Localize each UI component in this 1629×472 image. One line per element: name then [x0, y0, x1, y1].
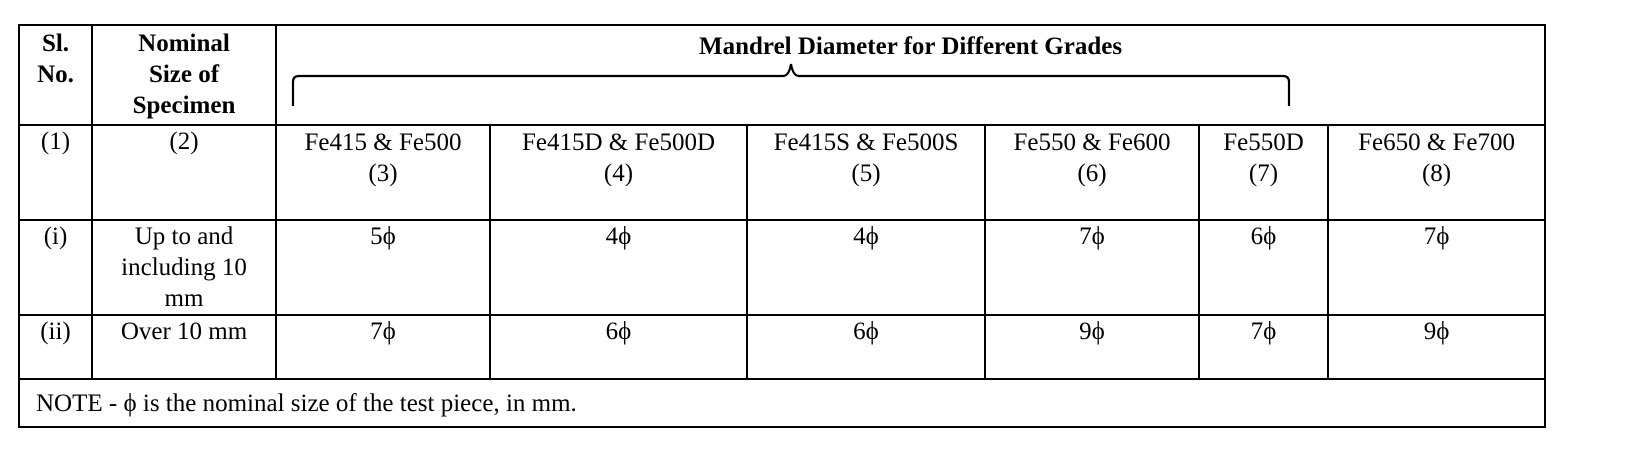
mandrel-value: 4ϕ: [746, 219, 986, 316]
header-mandrel-diameter: Mandrel Diameter for Different Grades: [274, 24, 1547, 126]
row-sl-no: (ii): [18, 314, 93, 380]
row-nominal-size: Up to and including 10 mm: [91, 219, 277, 316]
row-size-line3: mm: [164, 285, 204, 312]
header-sl-no-line2: No.: [37, 61, 74, 88]
row-sl-no: (i): [18, 219, 93, 316]
table-row: (i) Up to and including 10 mm 5ϕ 4ϕ 4ϕ 7…: [18, 219, 1547, 316]
grade-name: Fe415D & Fe500D: [521, 129, 716, 156]
grade-header-6: Fe550 & Fe600 (6): [984, 124, 1200, 221]
mandrel-value: 6ϕ: [1198, 219, 1329, 316]
grade-header-5: Fe415S & Fe500S (5): [746, 124, 986, 221]
grade-col-num: (3): [368, 160, 398, 187]
header-nominal-size: Nominal Size of Specimen: [91, 24, 277, 126]
note-row: NOTE - ϕ is the nominal size of the test…: [17, 378, 1547, 428]
grade-header-4: Fe415D & Fe500D (4): [489, 124, 748, 221]
grade-name: Fe415 & Fe500: [304, 129, 462, 156]
header-sl-no-line1: Sl.: [41, 30, 70, 57]
grade-name: Fe650 & Fe700: [1358, 129, 1516, 156]
grade-name: Fe415S & Fe500S: [773, 129, 959, 156]
grade-col-num: (4): [603, 160, 634, 187]
mandrel-value: 4ϕ: [489, 219, 748, 316]
grade-header-7: Fe550D (7): [1198, 124, 1329, 221]
mandrel-value: 9ϕ: [1326, 314, 1547, 380]
column-number-row: (1) (2) Fe415 & Fe500 (3) Fe415D & Fe500…: [18, 124, 1547, 221]
row-nominal-size: Over 10 mm: [91, 314, 277, 380]
mandrel-value: 5ϕ: [275, 219, 491, 316]
mandrel-value: 7ϕ: [275, 314, 491, 380]
header-nominal-line1: Nominal: [138, 30, 230, 57]
row-size-line2: including 10: [121, 254, 247, 281]
mandrel-value: 7ϕ: [1198, 314, 1329, 380]
table-header-row: Sl. No. Nominal Size of Specimen Mandrel…: [18, 24, 1547, 126]
mandrel-diameter-table: Sl. No. Nominal Size of Specimen Mandrel…: [17, 24, 1547, 428]
mandrel-value: 6ϕ: [489, 314, 748, 380]
grade-col-num: (6): [1077, 160, 1107, 187]
mandrel-value: 7ϕ: [1326, 219, 1547, 316]
header-nominal-line3: Specimen: [132, 92, 236, 119]
mandrel-value: 6ϕ: [746, 314, 986, 380]
grade-header-3: Fe415 & Fe500 (3): [275, 124, 491, 221]
grade-col-num: (8): [1421, 160, 1452, 187]
table-row: (ii) Over 10 mm 7ϕ 6ϕ 6ϕ 9ϕ 7ϕ 9ϕ: [18, 314, 1547, 380]
curly-brace-icon: [291, 60, 1291, 112]
mandrel-value: 9ϕ: [984, 314, 1200, 380]
mandrel-value: 7ϕ: [984, 219, 1200, 316]
grade-col-num: (5): [851, 160, 881, 187]
grade-header-8: Fe650 & Fe700 (8): [1326, 124, 1547, 221]
table-note: NOTE - ϕ is the nominal size of the test…: [17, 378, 1547, 428]
grade-col-num: (7): [1248, 160, 1279, 187]
col-num-2: (2): [91, 124, 277, 221]
grade-name: Fe550D: [1223, 129, 1304, 156]
header-sl-no: Sl. No.: [18, 24, 93, 126]
grade-name: Fe550 & Fe600: [1013, 129, 1171, 156]
col-num-1: (1): [18, 124, 93, 221]
row-size-line1: Up to and: [134, 223, 234, 250]
mandrel-title: Mandrel Diameter for Different Grades: [699, 33, 1123, 60]
header-nominal-line2: Size of: [148, 61, 220, 88]
